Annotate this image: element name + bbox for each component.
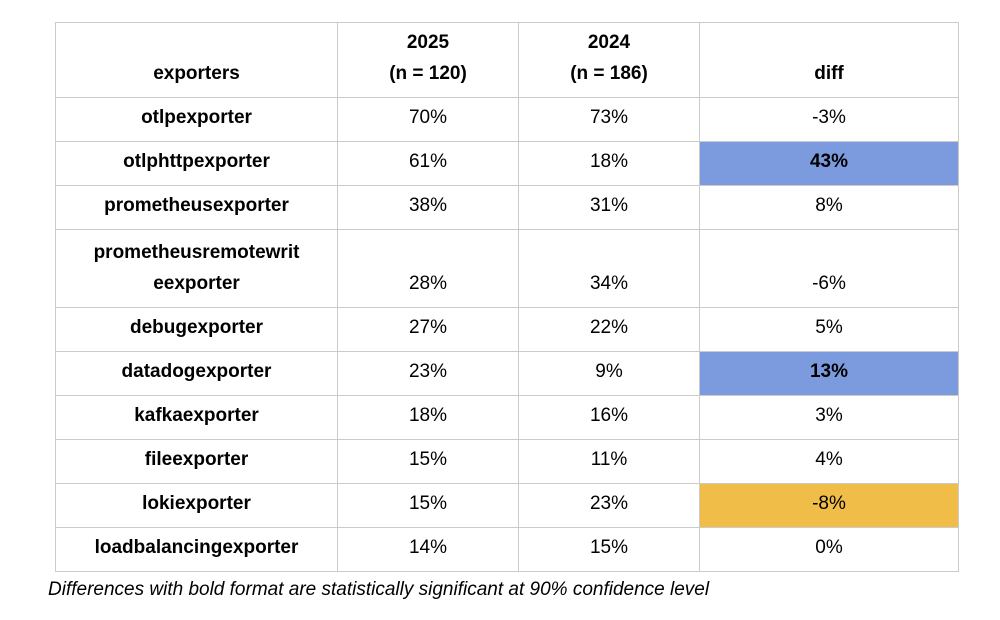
value-2025-cell: 70% bbox=[337, 97, 519, 142]
diff-cell: 43% bbox=[699, 141, 959, 186]
value-2025-cell: 61% bbox=[337, 141, 519, 186]
page: exporters 2025 (n = 120) 2024 (n = 186) … bbox=[48, 22, 959, 600]
exporter-name-cell: prometheusremotewrit eexporter bbox=[55, 229, 338, 308]
value-2025-cell: 14% bbox=[337, 527, 519, 572]
table-row: otlphttpexporter 61% 18% 43% bbox=[55, 141, 959, 186]
table-row: prometheusexporter 38% 31% 8% bbox=[55, 185, 959, 230]
table-row: prometheusremotewrit eexporter 28% 34% -6% bbox=[55, 229, 959, 308]
header-2024: 2024 (n = 186) bbox=[518, 22, 700, 98]
value-2025-cell: 28% bbox=[337, 229, 519, 308]
table-row: datadogexporter 23% 9% 13% bbox=[55, 351, 959, 396]
exporters-table: exporters 2025 (n = 120) 2024 (n = 186) … bbox=[55, 22, 959, 572]
header-exporters: exporters bbox=[55, 22, 338, 98]
exporter-name-cell: debugexporter bbox=[55, 307, 338, 352]
table-row: fileexporter 15% 11% 4% bbox=[55, 439, 959, 484]
value-2024-cell: 23% bbox=[518, 483, 700, 528]
diff-cell: 3% bbox=[699, 395, 959, 440]
footnote: Differences with bold format are statist… bbox=[48, 579, 710, 600]
header-row: exporters 2025 (n = 120) 2024 (n = 186) … bbox=[55, 22, 959, 98]
table-row: loadbalancingexporter 14% 15% 0% bbox=[55, 527, 959, 572]
exporter-name-cell: otlpexporter bbox=[55, 97, 338, 142]
value-2024-cell: 22% bbox=[518, 307, 700, 352]
diff-cell: 5% bbox=[699, 307, 959, 352]
table-row: kafkaexporter 18% 16% 3% bbox=[55, 395, 959, 440]
diff-cell: -3% bbox=[699, 97, 959, 142]
value-2025-cell: 15% bbox=[337, 483, 519, 528]
exporter-name-cell: kafkaexporter bbox=[55, 395, 338, 440]
table-row: otlpexporter 70% 73% -3% bbox=[55, 97, 959, 142]
value-2025-cell: 15% bbox=[337, 439, 519, 484]
exporter-name-cell: datadogexporter bbox=[55, 351, 338, 396]
table-body: otlpexporter 70% 73% -3% otlphttpexporter 61%… bbox=[55, 97, 959, 572]
exporter-name-cell: prometheusexporter bbox=[55, 185, 338, 230]
value-2025-cell: 27% bbox=[337, 307, 519, 352]
header-diff: diff bbox=[699, 22, 959, 98]
diff-cell: -8% bbox=[699, 483, 959, 528]
table-row: lokiexporter 15% 23% -8% bbox=[55, 483, 959, 528]
diff-cell: 0% bbox=[699, 527, 959, 572]
value-2024-cell: 73% bbox=[518, 97, 700, 142]
value-2024-cell: 15% bbox=[518, 527, 700, 572]
exporter-name-cell: lokiexporter bbox=[55, 483, 338, 528]
diff-cell: -6% bbox=[699, 229, 959, 308]
value-2025-cell: 18% bbox=[337, 395, 519, 440]
diff-cell: 8% bbox=[699, 185, 959, 230]
value-2024-cell: 11% bbox=[518, 439, 700, 484]
value-2024-cell: 16% bbox=[518, 395, 700, 440]
exporter-name-cell: fileexporter bbox=[55, 439, 338, 484]
table-header: exporters 2025 (n = 120) 2024 (n = 186) … bbox=[55, 22, 959, 98]
header-2025: 2025 (n = 120) bbox=[337, 22, 519, 98]
exporter-name-cell: loadbalancingexporter bbox=[55, 527, 338, 572]
value-2025-cell: 23% bbox=[337, 351, 519, 396]
diff-cell: 4% bbox=[699, 439, 959, 484]
value-2024-cell: 18% bbox=[518, 141, 700, 186]
table-row: debugexporter 27% 22% 5% bbox=[55, 307, 959, 352]
exporter-name-cell: otlphttpexporter bbox=[55, 141, 338, 186]
value-2024-cell: 31% bbox=[518, 185, 700, 230]
value-2025-cell: 38% bbox=[337, 185, 519, 230]
value-2024-cell: 34% bbox=[518, 229, 700, 308]
value-2024-cell: 9% bbox=[518, 351, 700, 396]
diff-cell: 13% bbox=[699, 351, 959, 396]
